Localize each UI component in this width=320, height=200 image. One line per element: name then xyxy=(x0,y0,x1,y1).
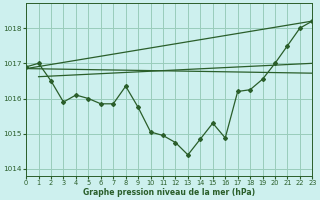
X-axis label: Graphe pression niveau de la mer (hPa): Graphe pression niveau de la mer (hPa) xyxy=(83,188,255,197)
